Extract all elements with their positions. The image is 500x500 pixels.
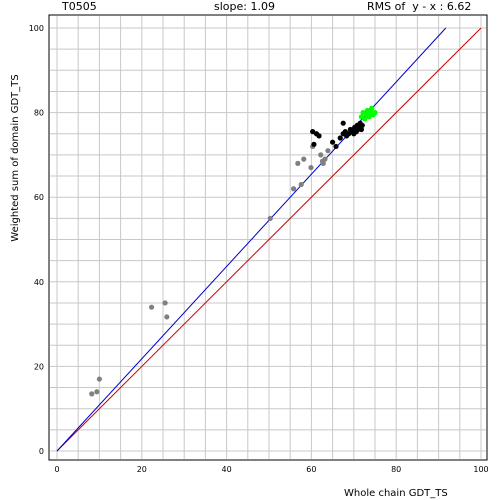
data-point	[310, 129, 316, 135]
data-point	[96, 376, 102, 382]
data-point	[308, 164, 314, 171]
data-point	[164, 314, 170, 320]
data-point	[301, 156, 307, 162]
data-point	[290, 186, 297, 192]
y-tick-label: 80	[34, 109, 44, 118]
data-point	[89, 391, 95, 397]
data-point	[372, 110, 378, 116]
slope-label: slope: 1.09	[214, 0, 275, 13]
x-tick-label: 100	[473, 465, 488, 474]
data-point	[162, 300, 168, 306]
data-point	[325, 148, 331, 154]
y-tick-label: 100	[29, 24, 44, 33]
data-point	[359, 122, 365, 128]
data-point	[322, 156, 328, 162]
data-point	[330, 139, 336, 145]
target-id: T0505	[62, 0, 97, 13]
x-tick-label: 80	[391, 465, 401, 474]
reference-lines	[56, 27, 482, 452]
data-point	[362, 116, 368, 122]
data-points	[89, 105, 378, 397]
y-tick-label: 0	[39, 447, 44, 456]
data-point	[148, 304, 155, 310]
rms-label: RMS of y - x : 6.62	[367, 0, 472, 13]
data-point	[298, 181, 304, 188]
x-tick-label: 0	[54, 465, 59, 474]
data-point	[366, 114, 372, 120]
data-point	[94, 389, 100, 395]
y-tick-label: 40	[34, 278, 44, 287]
data-point	[318, 152, 324, 158]
data-point	[337, 135, 343, 141]
data-point	[358, 126, 365, 133]
data-point	[295, 160, 301, 166]
data-point	[340, 120, 346, 126]
fit-line	[56, 27, 447, 452]
y-tick-label: 20	[34, 362, 44, 371]
data-point	[316, 133, 322, 139]
x-tick-label: 60	[306, 465, 316, 474]
data-point	[320, 160, 326, 166]
data-point	[333, 143, 339, 150]
tick-labels: 0 20 40 60 80 100 0 20 40 60 80 100	[29, 24, 489, 474]
y-tick-label: 60	[34, 193, 44, 202]
diagonal-line	[56, 27, 482, 452]
y-axis-title: Weighted sum of domain GDT_TS	[10, 74, 21, 241]
data-point	[369, 105, 375, 111]
x-axis-title: Whole chain GDT_TS	[344, 488, 448, 499]
x-tick-label: 40	[222, 465, 232, 474]
x-tick-label: 20	[137, 465, 147, 474]
data-point	[311, 141, 317, 147]
data-point	[267, 215, 273, 221]
